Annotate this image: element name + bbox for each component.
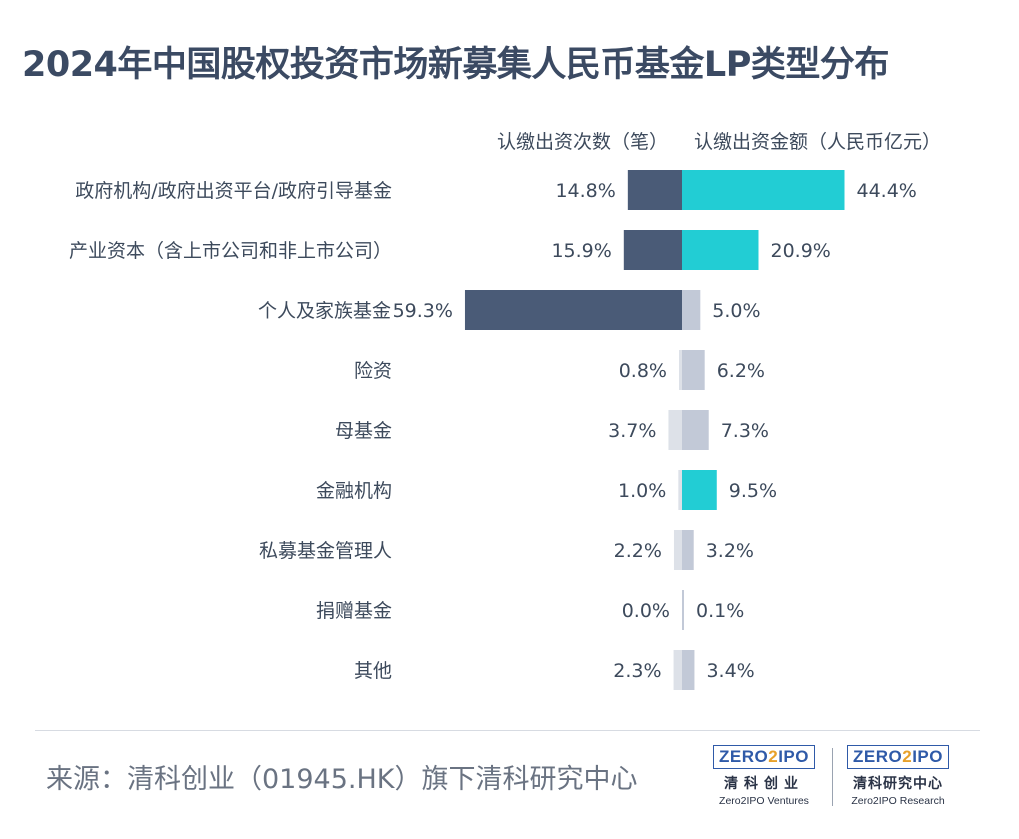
value-label-count: 3.7% [608,420,656,442]
value-label-count: 2.3% [613,660,661,682]
bar-count [627,170,682,210]
value-label-amount: 44.4% [857,180,917,202]
zero2ipo-research-logo: ZERO2IPO 清科研究中心 Zero2IPO Research [838,745,958,807]
bar-count [673,650,682,690]
value-label-count: 0.8% [619,360,667,382]
chart-title: 2024年中国股权投资市场新募集人民币基金LP类型分布 [22,45,889,85]
category-label: 产业资本（含上市公司和非上市公司） [69,240,392,262]
bar-amount [682,590,684,630]
category-label: 金融机构 [316,480,392,502]
category-label: 捐赠基金 [316,600,392,622]
value-label-count: 15.9% [551,240,611,262]
bar-count [623,230,682,270]
value-label-amount: 6.2% [717,360,765,382]
value-label-amount: 9.5% [729,480,777,502]
bar-count [673,530,682,570]
zero2ipo-ventures-logo: ZERO2IPO 清科创业 Zero2IPO Ventures [704,745,824,807]
bar-amount [682,470,717,510]
bar-amount [682,290,701,330]
diverging-bar-chart: 认缴出资次数（笔） 认缴出资金额（人民币亿元） 政府机构/政府出资平台/政府引导基金… [69,131,941,690]
bar-amount [682,170,845,210]
logo-cn-text: 清科创业 [724,776,804,792]
value-label-count: 1.0% [618,480,666,502]
value-label-count: 0.0% [622,600,670,622]
bar-count [679,350,682,390]
logo-wordmark: ZERO2IPO [847,745,949,769]
bar-count [464,290,682,330]
source-note: 来源：清科创业（01945.HK）旗下清科研究中心 [46,764,638,795]
logo-en-text: Zero2IPO Ventures [719,795,809,807]
category-label: 私募基金管理人 [259,540,392,562]
bar-amount [682,530,694,570]
logo-en-text: Zero2IPO Research [851,795,945,807]
bar-amount [682,350,705,390]
bar-amount [682,410,709,450]
value-label-amount: 0.1% [696,600,744,622]
category-label: 其他 [354,660,392,682]
logo-cn-text: 清科研究中心 [853,776,943,792]
value-label-amount: 5.0% [712,300,760,322]
logo-separator [832,748,833,806]
category-label: 个人及家族基金 [258,300,391,322]
value-label-count: 59.3% [393,300,453,322]
value-label-amount: 3.4% [706,660,754,682]
value-label-amount: 3.2% [706,540,754,562]
value-label-count: 14.8% [555,180,615,202]
value-label-amount: 20.9% [770,240,830,262]
category-label: 政府机构/政府出资平台/政府引导基金 [75,180,392,202]
bar-amount [682,650,695,690]
bar-amount [682,230,759,270]
value-label-amount: 7.3% [721,420,769,442]
bar-count [668,410,682,450]
value-label-count: 2.2% [614,540,662,562]
category-label: 险资 [354,360,392,382]
logo-wordmark: ZERO2IPO [713,745,815,769]
footer-divider [35,730,980,731]
series-header-amount: 认缴出资金额（人民币亿元） [694,131,941,153]
bar-count [678,470,682,510]
category-label: 母基金 [335,420,392,442]
series-header-count: 认缴出资次数（笔） [497,131,668,153]
